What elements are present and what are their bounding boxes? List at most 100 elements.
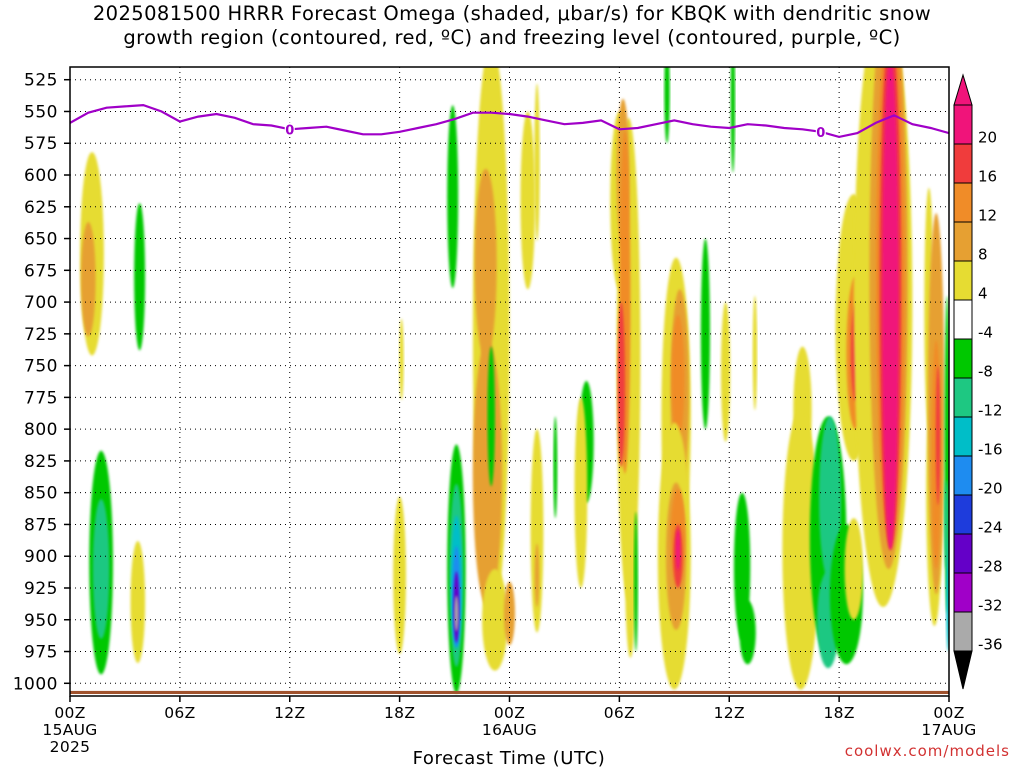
colorbar-swatch (953, 299, 973, 340)
title-line-1: 2025081500 HRRR Forecast Omega (shaded, … (92, 2, 932, 25)
colorbar-label: 12 (978, 207, 997, 225)
x-tick-label: 16AUG (482, 721, 537, 739)
y-tick-label: 875 (24, 515, 58, 535)
colorbar-swatch (953, 221, 973, 262)
title-line-2: growth region (contoured, red, ºC) and f… (123, 26, 901, 49)
x-tick-label: 18Z (384, 704, 415, 722)
colorbar-label: 20 (978, 129, 997, 147)
omega-shade-cell (474, 168, 497, 360)
y-tick-label: 750 (24, 357, 58, 377)
colorbar-label: -36 (978, 636, 1003, 654)
surface-strip (70, 690, 949, 694)
x-tick-label: 12Z (714, 704, 745, 722)
omega-shade-cell (472, 340, 503, 607)
y-tick-label: 925 (24, 579, 58, 599)
omega-shade-cell (393, 496, 406, 655)
omega-shade-cell (671, 314, 685, 442)
x-axis-label: Forecast Time (UTC) (413, 748, 606, 768)
omega-shade-cell (482, 569, 508, 671)
omega-shade-cell (721, 302, 731, 442)
surface-ground (70, 690, 949, 694)
colorbar-swatch (953, 533, 973, 574)
freezing-level-label: 0 (285, 123, 294, 138)
omega-shade-cell (624, 467, 636, 658)
y-tick-label: 1000 (13, 674, 58, 694)
colorbar-swatch (953, 377, 973, 418)
omega-shade-cell (504, 581, 515, 646)
colorbar-label: 16 (978, 168, 997, 186)
omega-shade-cell (530, 429, 544, 633)
x-tick-label: 12Z (274, 704, 305, 722)
y-tick-label: 850 (24, 484, 58, 504)
colorbar-label: -12 (978, 402, 1003, 420)
y-tick-label: 775 (24, 388, 58, 408)
colorbar-label: -20 (978, 480, 1003, 498)
omega-shade-cell (520, 111, 536, 290)
y-tick-label: 825 (24, 452, 58, 472)
colorbar-swatch (953, 104, 973, 145)
omega-shade-cell (752, 295, 758, 411)
omega-shade-cell (81, 222, 96, 337)
colorbar-label: -28 (978, 558, 1003, 576)
freezing-label-bg (815, 124, 826, 139)
y-tick-label: 950 (24, 611, 58, 631)
y-tick-label: 550 (24, 102, 58, 122)
colorbar-swatch (953, 338, 973, 379)
omega-shade-cell (487, 346, 495, 487)
y-tick-label: 600 (24, 166, 58, 186)
omega-shade-cell (130, 541, 146, 663)
y-tick-label: 625 (24, 198, 58, 218)
colorbar-label: 8 (978, 246, 988, 264)
colorbar-swatch (953, 455, 973, 496)
x-tick-label: 2025 (50, 738, 91, 756)
omega-shade-cell (882, 67, 899, 550)
colorbar-top-arrow (953, 73, 973, 106)
omega-shade-cell (134, 203, 146, 351)
x-tick-label: 00Z (54, 704, 85, 722)
y-tick-label: 700 (24, 293, 58, 313)
omega-shade-cell (399, 318, 404, 400)
colorbar-swatch (953, 143, 973, 184)
freezing-label-bg (284, 122, 295, 137)
y-tick-label: 525 (24, 71, 58, 91)
y-tick-label: 975 (24, 643, 58, 663)
omega-shade-cell (664, 67, 670, 144)
omega-shade-cell (730, 67, 736, 173)
omega-shade-cell (819, 416, 841, 582)
chart-title: 2025081500 HRRR Forecast Omega (shaded, … (0, 2, 1024, 50)
y-tick-label: 675 (24, 261, 58, 281)
colorbar-swatch (953, 611, 973, 652)
omega-shade-cell (617, 302, 625, 468)
omega-shade-cell (534, 543, 540, 608)
colorbar-swatch (953, 260, 973, 301)
freezing-level-line (70, 103, 949, 139)
omega-shade-cell (92, 499, 110, 639)
omega-shade-cell (675, 529, 681, 571)
x-tick-label: 06Z (604, 704, 635, 722)
x-tick-label: 17AUG (921, 721, 976, 739)
omega-shade-cell (454, 595, 459, 632)
omega-shade-cell (844, 518, 863, 620)
omega-shade-cell (553, 416, 558, 519)
colorbar-label: -8 (978, 363, 993, 381)
omega-shade-cell (935, 365, 941, 506)
colorbar-label: -4 (978, 324, 993, 342)
colorbar-legend: 20 16 12 8 4 -4 -8 -12 -16 -20 -24 -28 -32 -36 (953, 73, 1003, 690)
y-tick-label: 650 (24, 230, 58, 250)
y-tick-label: 575 (24, 134, 58, 154)
colorbar-swatch (953, 416, 973, 457)
y-axis: 525 550 575 600 625 650 675 700 725 750 775 800 825 8… (13, 71, 70, 694)
omega-shade-cell (534, 83, 540, 242)
x-tick-label: 00Z (933, 704, 964, 722)
y-tick-label: 800 (24, 420, 58, 440)
x-tick-label: 18Z (824, 704, 855, 722)
colorbar-swatch (953, 182, 973, 223)
omega-shade-cell (447, 105, 459, 289)
colorbar-swatch (953, 572, 973, 613)
x-tick-label: 00Z (494, 704, 525, 722)
omega-shade-cell (739, 600, 756, 665)
credit-label: coolwx.com/models (844, 742, 1010, 760)
omega-shade-cell (782, 410, 819, 690)
x-tick-label: 06Z (164, 704, 195, 722)
